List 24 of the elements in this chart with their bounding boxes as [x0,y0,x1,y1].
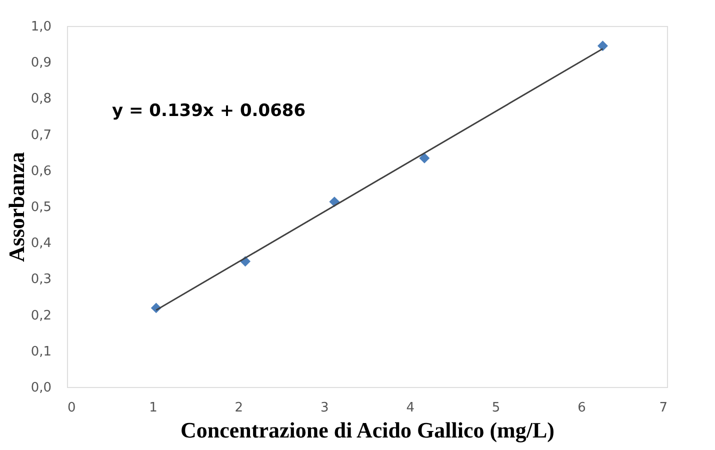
annotation: y = 0.139x + 0.0686 [112,101,306,121]
x-tick-label: 6 [578,400,586,416]
y-tick-label: 0,3 [30,272,52,288]
x-tick-label: 4 [406,400,414,416]
x-tick-label: 5 [492,400,500,416]
x-tick-label: 0 [68,400,76,416]
x-tick-label: 3 [320,400,329,416]
y-tick-label: 0,9 [30,56,52,71]
y-tick-label: 0,8 [30,92,52,107]
y-tick-label: 0,2 [30,308,52,324]
x-axis-title: Concentrazione di Acido Gallico (mg/L) [180,418,554,442]
y-tick-label: 1,0 [30,20,52,34]
x-tick-label: 7 [659,400,668,416]
x-tick-label: 2 [234,400,244,416]
y-tick-label: 0,7 [30,128,52,143]
y-tick-label: 0,4 [30,236,52,252]
y-axis-title: Assorbanza [4,152,29,262]
y-tick-label: 0,0 [30,380,52,396]
y-tick-label: 0,1 [30,344,52,360]
x-tick-label: 1 [149,400,158,416]
y-tick-label: 0,5 [30,200,52,215]
point [419,152,430,164]
point [597,40,608,52]
y-tick-label: 0,6 [30,164,52,179]
